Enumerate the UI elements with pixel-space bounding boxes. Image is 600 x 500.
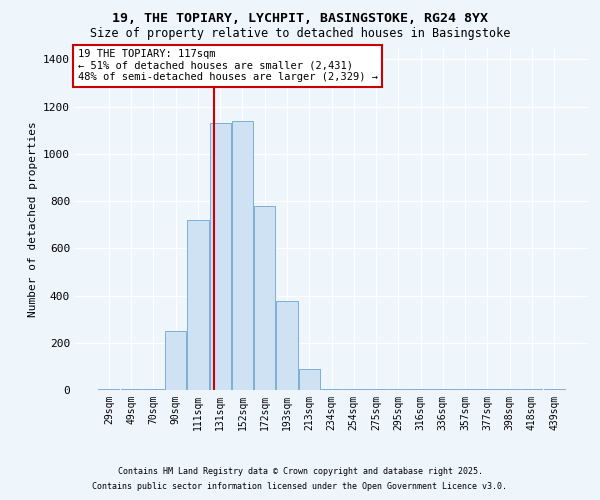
Bar (432, 389, 454, 390)
Bar (98, 389, 119, 390)
Bar (187, 220, 209, 390)
Bar (343, 389, 364, 390)
Bar (388, 389, 409, 390)
Bar (299, 368, 320, 390)
Text: Contains public sector information licensed under the Open Government Licence v3: Contains public sector information licen… (92, 482, 508, 491)
Text: 19 THE TOPIARY: 117sqm
← 51% of detached houses are smaller (2,431)
48% of semi-: 19 THE TOPIARY: 117sqm ← 51% of detached… (77, 49, 377, 82)
Bar (209, 123, 231, 390)
Bar (143, 389, 164, 390)
Text: 19, THE TOPIARY, LYCHPIT, BASINGSTOKE, RG24 8YX: 19, THE TOPIARY, LYCHPIT, BASINGSTOKE, R… (112, 12, 488, 26)
Bar (521, 389, 542, 390)
Bar (165, 331, 186, 390)
Bar (232, 120, 253, 390)
Bar (365, 389, 386, 390)
Text: Size of property relative to detached houses in Basingstoke: Size of property relative to detached ho… (90, 28, 510, 40)
Bar (277, 302, 298, 390)
Bar (254, 206, 275, 390)
Bar (477, 389, 498, 390)
Text: Contains HM Land Registry data © Crown copyright and database right 2025.: Contains HM Land Registry data © Crown c… (118, 467, 482, 476)
Bar (321, 389, 342, 390)
Bar (121, 389, 142, 390)
Bar (544, 389, 565, 390)
Y-axis label: Number of detached properties: Number of detached properties (28, 121, 38, 316)
Bar (499, 389, 520, 390)
Bar (454, 389, 476, 390)
Bar (410, 389, 431, 390)
